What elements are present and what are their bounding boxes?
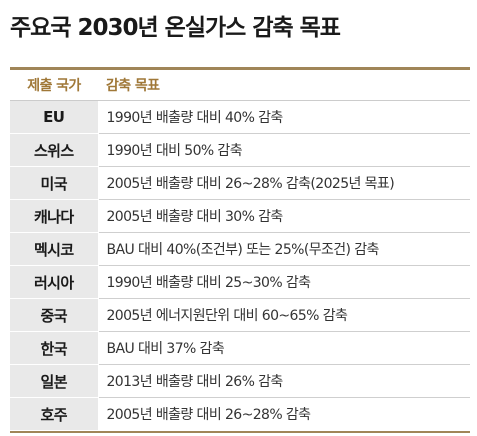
goal-cell: 1990년 배출량 대비 40% 감축 [98,100,470,134]
country-cell: 캐나다 [10,199,99,233]
page-title: 주요국 2030년 온실가스 감축 목표 [10,15,341,41]
goal-cell: 2005년 배출량 대비 26~28% 감축(2025년 목표) [98,166,470,200]
table-row: EU 1990년 배출량 대비 40% 감축 [10,100,470,134]
country-cell: 호주 [10,397,99,431]
targets-table-grid: 제출 국가 감축 목표 EU 1990년 배출량 대비 40% 감축 스위스 1… [10,70,470,431]
goal-cell: 1990년 배출량 대비 25~30% 감축 [98,265,470,299]
goal-cell: BAU 대비 40%(조건부) 또는 25%(무조건) 감축 [98,232,470,266]
table-row: 스위스 1990년 대비 50% 감축 [10,133,470,167]
targets-table: 제출 국가 감축 목표 EU 1990년 배출량 대비 40% 감축 스위스 1… [10,67,470,433]
goal-cell: 2013년 배출량 대비 26% 감축 [98,364,470,398]
table-row: 일본 2013년 배출량 대비 26% 감축 [10,364,470,398]
table-row: 미국 2005년 배출량 대비 26~28% 감축(2025년 목표) [10,166,470,200]
goal-cell: 1990년 대비 50% 감축 [98,133,470,167]
country-cell: 미국 [10,166,99,200]
table-row: 러시아 1990년 배출량 대비 25~30% 감축 [10,265,470,299]
table-row: 중국 2005년 에너지원단위 대비 60~65% 감축 [10,298,470,332]
table-bottom-rule [10,431,470,433]
country-cell: 중국 [10,298,99,332]
country-cell: 멕시코 [10,232,99,266]
header-country: 제출 국가 [10,70,98,101]
table-row: 멕시코 BAU 대비 40%(조건부) 또는 25%(무조건) 감축 [10,232,470,266]
country-cell: 스위스 [10,133,99,167]
table-row: 한국 BAU 대비 37% 감축 [10,331,470,365]
goal-cell: 2005년 배출량 대비 30% 감축 [98,199,470,233]
goal-cell: 2005년 에너지원단위 대비 60~65% 감축 [98,298,470,332]
country-cell: EU [10,100,99,134]
table-row: 호주 2005년 배출량 대비 26~28% 감축 [10,397,470,431]
table-row: 캐나다 2005년 배출량 대비 30% 감축 [10,199,470,233]
goal-cell: BAU 대비 37% 감축 [98,331,470,365]
table-header-row: 제출 국가 감축 목표 [10,70,470,101]
country-cell: 일본 [10,364,99,398]
goal-cell: 2005년 배출량 대비 26~28% 감축 [98,397,470,431]
table-top-rule [10,67,470,70]
country-cell: 한국 [10,331,99,365]
header-goal: 감축 목표 [98,70,470,101]
country-cell: 러시아 [10,265,99,299]
